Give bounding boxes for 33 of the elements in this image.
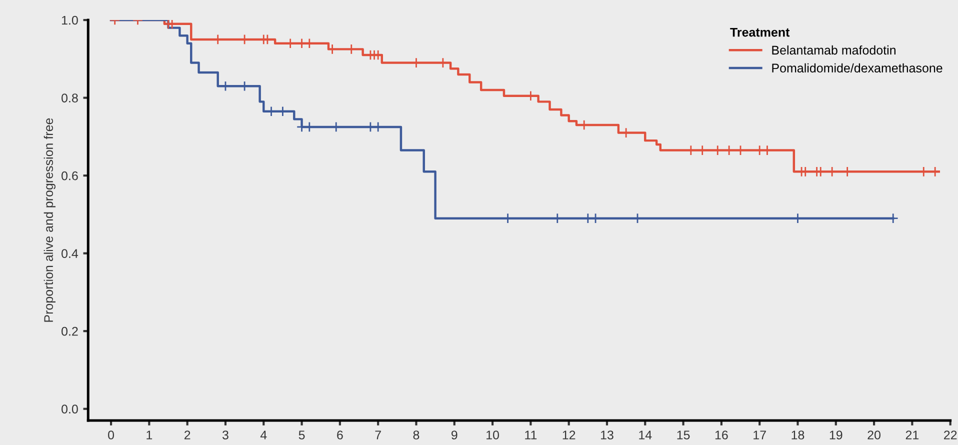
y-tick-label: 0.6 [62,171,78,180]
x-tick-label: 13 [600,430,614,440]
x-tick-label: 5 [298,430,305,440]
x-tick-label: 8 [413,430,420,440]
x-tick-label: 17 [754,430,766,440]
legend-label: Belantamab mafodotin [772,45,896,55]
x-tick-label: 19 [830,430,842,440]
x-tick-label: 15 [677,430,690,440]
x-tick-label: 21 [906,430,919,440]
x-tick-label: 3 [222,430,228,440]
x-tick-label: 22 [944,430,957,440]
x-tick-label: 9 [451,430,458,440]
x-tick-label: 18 [792,430,804,440]
y-tick-label: 0.4 [62,249,78,258]
x-tick-label: 7 [375,430,381,440]
x-tick-label: 4 [260,430,267,440]
y-axis-title: Proportion alive and progression free [44,118,56,322]
x-tick-label: 2 [184,430,190,440]
x-tick-label: 20 [868,430,880,440]
x-tick-label: 14 [639,430,652,440]
x-tick-label: 1 [146,430,152,440]
x-tick-label: 11 [525,430,537,440]
x-tick-label: 10 [486,430,499,440]
y-tick-label: 0.0 [62,404,78,414]
x-tick-label: 12 [562,430,576,440]
y-tick-label: 0.8 [62,94,78,102]
legend-label: Pomalidomide/dexamethasone [772,63,942,73]
x-tick-label: 16 [715,430,728,440]
x-tick-label: 6 [337,430,343,440]
legend-title: Treatment [730,28,790,37]
y-tick-label: 0.2 [62,326,78,336]
x-tick-label: 0 [108,430,114,440]
y-tick-label: 1.0 [62,16,78,25]
